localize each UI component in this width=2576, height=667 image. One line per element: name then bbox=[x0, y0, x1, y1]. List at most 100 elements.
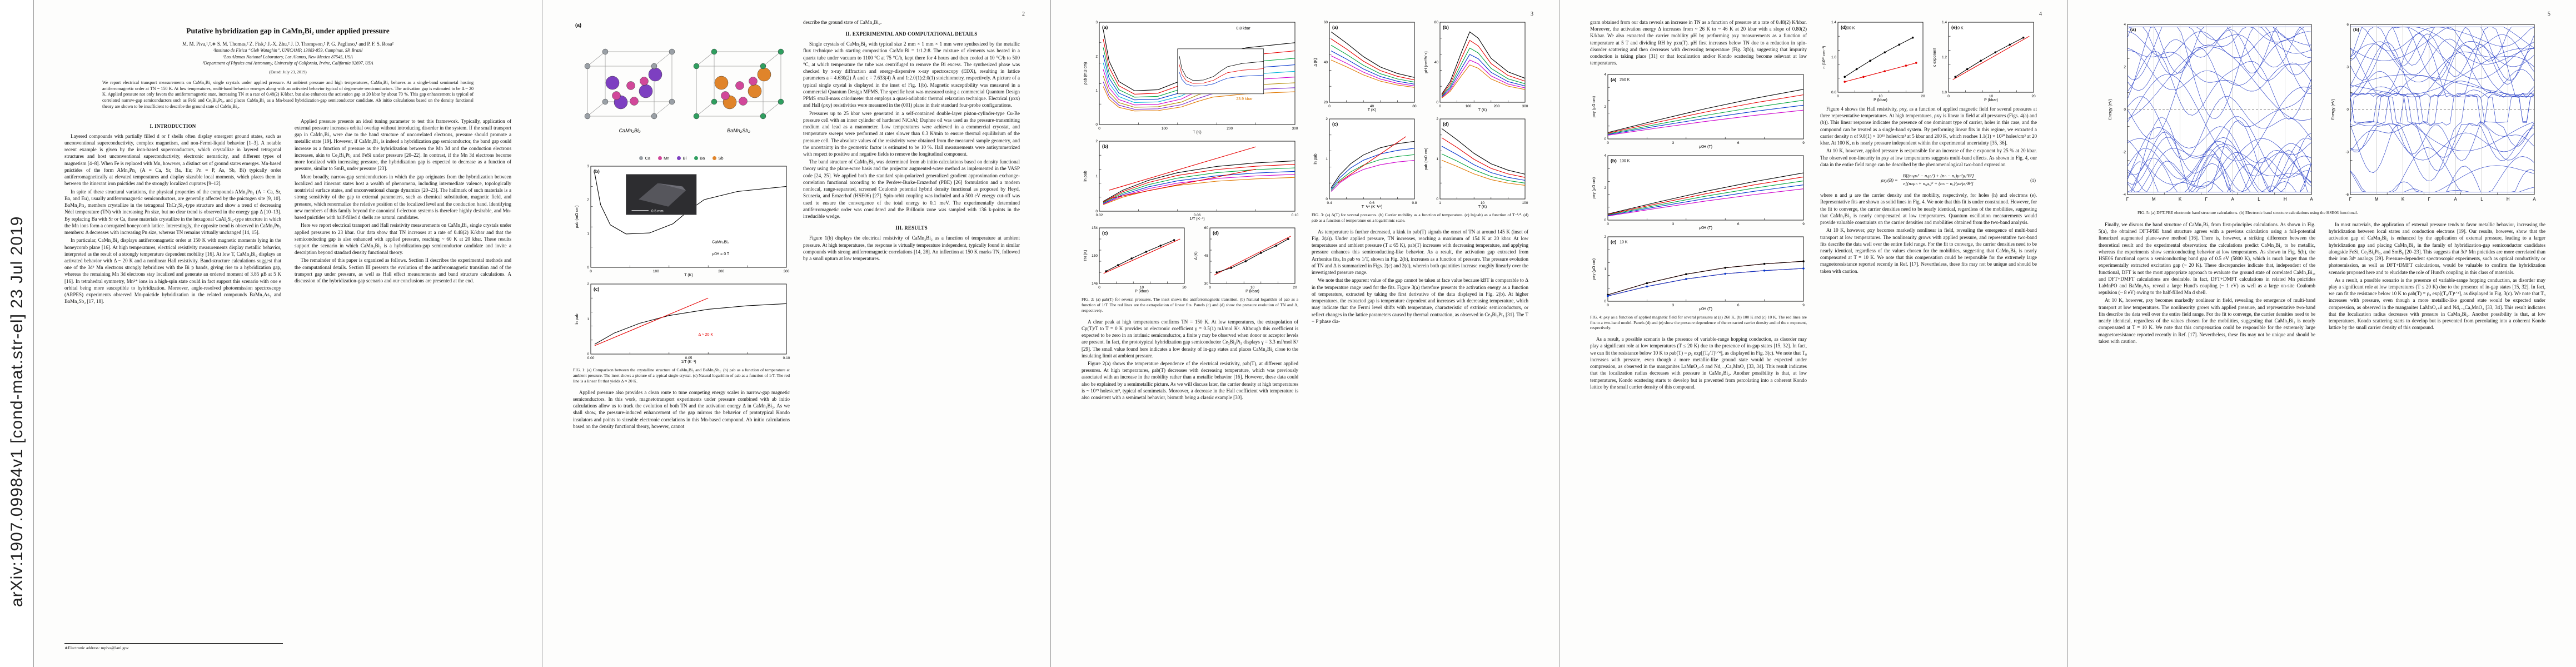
svg-text:0.05: 0.05 bbox=[685, 356, 692, 360]
atom-color-dot bbox=[658, 156, 662, 160]
svg-text:P (kbar): P (kbar) bbox=[1135, 290, 1149, 293]
body-paragraph: Figure 4 shows the Hall resistivity, ρxy… bbox=[1820, 106, 2037, 146]
svg-text:10: 10 bbox=[1481, 201, 1485, 205]
svg-text:0.6: 0.6 bbox=[1831, 91, 1836, 94]
svg-text:100: 100 bbox=[1522, 201, 1528, 205]
svg-text:0.00: 0.00 bbox=[587, 356, 595, 360]
svg-text:9: 9 bbox=[1802, 222, 1805, 226]
svg-text:P (kbar): P (kbar) bbox=[1874, 98, 1887, 102]
svg-text:H: H bbox=[2507, 197, 2510, 202]
svg-text:1: 1 bbox=[1326, 157, 1328, 161]
svg-text:L: L bbox=[2480, 197, 2483, 202]
svg-text:T (K): T (K) bbox=[1478, 108, 1487, 112]
body-paragraph: At 10 K, however, ρxy becomes markedly n… bbox=[2099, 297, 2315, 344]
figure-3: (a) T (K) Δ (K) 0 40 80 20 40 60 (b) T (K) μH (cm²… bbox=[1312, 19, 1528, 209]
legend-item: Ba bbox=[694, 156, 705, 161]
legend-item: Ca bbox=[639, 156, 650, 161]
equation-lhs: ρxy(B) = bbox=[1881, 177, 1898, 183]
svg-text:10: 10 bbox=[1250, 286, 1255, 290]
svg-text:(b): (b) bbox=[594, 168, 600, 174]
equation-number: (1) bbox=[2030, 177, 2036, 183]
svg-text:0: 0 bbox=[1604, 137, 1606, 141]
body-paragraph: At 10 K, however, ρxy becomes markedly n… bbox=[1820, 227, 2037, 274]
page4-right-column: (d) 200 K P (kbar) n (10²⁰ cm⁻³) 0 10 20 0.6 1.0… bbox=[1820, 19, 2037, 391]
legend-item: Bi bbox=[677, 156, 686, 161]
page-5: 5 Γ M K Γ A L H A (a) Energy (eV) -4 -2 0 2 4 Γ M K Γ A L H A… bbox=[2067, 0, 2576, 667]
abstract: We report electrical transport measureme… bbox=[102, 79, 474, 109]
body-paragraph: Here we report electrical transport and … bbox=[295, 222, 511, 256]
fig3-panel-a: (a) T (K) Δ (K) 0 40 80 20 40 60 bbox=[1312, 19, 1418, 112]
svg-text:ln ρab: ln ρab bbox=[575, 313, 579, 324]
svg-text:9: 9 bbox=[1802, 303, 1805, 307]
atom-color-dot bbox=[694, 156, 699, 160]
svg-text:(b): (b) bbox=[1102, 143, 1108, 149]
svg-text:0: 0 bbox=[2346, 108, 2349, 112]
svg-text:20: 20 bbox=[2031, 94, 2036, 98]
svg-text:100: 100 bbox=[1162, 127, 1168, 131]
svg-text:20: 20 bbox=[1324, 101, 1328, 104]
svg-text:146: 146 bbox=[1092, 282, 1098, 286]
svg-text:0: 0 bbox=[1607, 141, 1609, 145]
body-paragraph: Single crystals of CaMn₂Bi₂ with typical… bbox=[803, 41, 1020, 108]
svg-text:1: 1 bbox=[1436, 157, 1438, 161]
svg-text:1.0: 1.0 bbox=[1831, 56, 1836, 59]
svg-text:ρab (mΩ cm): ρab (mΩ cm) bbox=[1424, 148, 1428, 171]
svg-text:Δ (K): Δ (K) bbox=[1314, 58, 1318, 67]
figure-4-caption: FIG. 4: ρxy as a function of applied mag… bbox=[1590, 314, 1807, 331]
svg-text:2: 2 bbox=[587, 282, 589, 286]
svg-text:CaMn₂Bi₂: CaMn₂Bi₂ bbox=[619, 128, 641, 133]
svg-text:-2: -2 bbox=[2122, 151, 2126, 155]
svg-text:1/T (K⁻¹): 1/T (K⁻¹) bbox=[681, 360, 696, 364]
svg-text:0: 0 bbox=[1837, 94, 1839, 98]
svg-text:23.9 kbar: 23.9 kbar bbox=[1236, 97, 1253, 101]
svg-text:0: 0 bbox=[1607, 303, 1609, 307]
dated-line: (Dated: July 23, 2019) bbox=[269, 69, 307, 74]
body-paragraph: As a result, a possible scenario is the … bbox=[2329, 277, 2545, 331]
svg-text:T (K): T (K) bbox=[1193, 131, 1201, 135]
page2-right-column: describe the ground state of CaMn₂Bi₂. II… bbox=[803, 19, 1020, 431]
svg-text:2: 2 bbox=[1604, 186, 1606, 190]
svg-text:20: 20 bbox=[1182, 286, 1187, 290]
svg-text:10: 10 bbox=[1989, 94, 1994, 98]
svg-text:0: 0 bbox=[1604, 218, 1606, 222]
svg-text:300: 300 bbox=[1292, 127, 1298, 131]
svg-text:80: 80 bbox=[1434, 21, 1439, 24]
page-number: 5 bbox=[2548, 11, 2550, 17]
section-heading: II. EXPERIMENTAL AND COMPUTATIONAL DETAI… bbox=[845, 31, 978, 37]
body-paragraph: Finally, we discuss the band structure o… bbox=[2099, 221, 2315, 296]
svg-text:40: 40 bbox=[1434, 61, 1439, 64]
legend-item: Sb bbox=[712, 156, 724, 161]
page-3: 3 (a) 0.8 kbar 23.9 kbar T (K) ρab (mΩ cm) 0 1… bbox=[1050, 0, 1559, 667]
svg-text:M: M bbox=[2375, 197, 2379, 202]
body-paragraph: Applied pressure also provides a clean r… bbox=[573, 389, 790, 429]
svg-text:200: 200 bbox=[1494, 104, 1500, 108]
svg-text:0: 0 bbox=[1604, 300, 1606, 303]
fig1-panel-c: (c) Δ ≈ 20 K 1/T (K⁻¹) ln ρab 0.00 0.05 0.10 0 1… bbox=[573, 281, 790, 364]
body-paragraph: gram obtained from our data reveals an i… bbox=[1590, 19, 1807, 66]
svg-text:K: K bbox=[2179, 197, 2182, 202]
legend-item: Mn bbox=[658, 156, 669, 161]
svg-text:2: 2 bbox=[2124, 66, 2126, 69]
svg-text:40: 40 bbox=[1324, 61, 1328, 64]
svg-text:200: 200 bbox=[718, 270, 724, 273]
svg-text:260 K: 260 K bbox=[1620, 78, 1630, 82]
svg-text:3: 3 bbox=[2346, 66, 2349, 69]
svg-text:0: 0 bbox=[2124, 108, 2126, 112]
svg-text:(b): (b) bbox=[2353, 27, 2359, 32]
fig4-panel-b: (b) 100 K μ0H (T) ρxy (μΩ cm) 0 3 6 9 0 2 4 bbox=[1590, 152, 1807, 230]
svg-text:ρxy (μΩ cm): ρxy (μΩ cm) bbox=[1592, 177, 1596, 198]
svg-text:-3: -3 bbox=[2345, 151, 2349, 155]
svg-text:(c): (c) bbox=[594, 286, 600, 292]
atom-label: Bi bbox=[682, 156, 687, 161]
body-paragraph: As temperature is further decreased, a k… bbox=[1312, 228, 1528, 276]
footnote: ∗Electronic address: mpiva@lanl.gov bbox=[64, 643, 283, 650]
svg-text:TN (K): TN (K) bbox=[1084, 250, 1088, 262]
svg-text:(e): (e) bbox=[1951, 24, 1957, 30]
atom-legend: Ca Mn Bi Ba Sb bbox=[573, 156, 790, 161]
svg-text:Γ: Γ bbox=[2205, 197, 2208, 202]
body-paragraph: In particular, CaMn₂Bi₂ displays antifer… bbox=[64, 237, 281, 305]
svg-text:2: 2 bbox=[1095, 140, 1098, 143]
svg-text:2: 2 bbox=[1604, 235, 1606, 239]
svg-text:A: A bbox=[2454, 197, 2457, 202]
svg-text:A: A bbox=[2231, 197, 2234, 202]
